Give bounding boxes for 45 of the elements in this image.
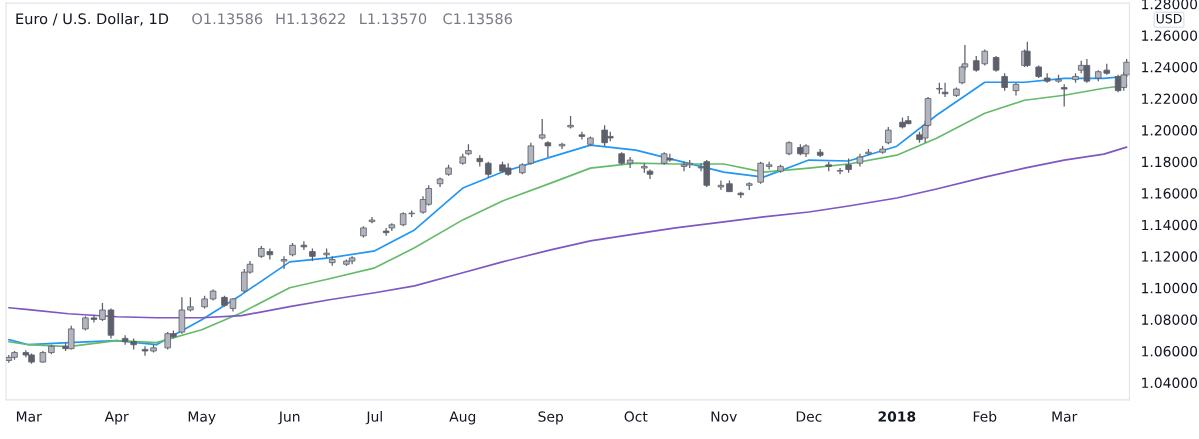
x-tick-label: Apr: [104, 411, 129, 425]
annotation: H1.13622: [276, 13, 345, 25]
x-tick-label: Feb: [973, 411, 997, 422]
candlestick: [300, 240, 308, 251]
candlestick: [527, 142, 535, 166]
x-tick-label: 2018: [878, 411, 916, 422]
y-tick-label: 1.24000: [1142, 61, 1198, 73]
text: Euro / U.S. Dollar, 1D: [16, 12, 169, 26]
candlestick: [178, 296, 186, 335]
y-tick-label: 1.16000: [1142, 188, 1198, 199]
candlestick: [544, 140, 552, 158]
x-tick-label: Sep: [538, 411, 564, 425]
x-tick-label: Jun: [278, 411, 300, 425]
x-tick-label: Aug: [449, 411, 476, 425]
y-tick-label: 1.22000: [1142, 93, 1198, 105]
y-tick-label: 1.08000: [1142, 314, 1198, 325]
candlestick: [538, 118, 546, 141]
x-tick-label: Dec: [796, 411, 822, 422]
y-tick-label: 1.10000: [1142, 282, 1198, 294]
x-tick-label: Nov: [711, 411, 737, 422]
annotation: O1.13586: [192, 13, 263, 25]
candlestick: [958, 64, 966, 85]
line-series: [7, 146, 1128, 319]
x-tick-label: Mar: [16, 411, 42, 422]
candlestick: [141, 345, 149, 357]
candlestick: [280, 255, 288, 270]
x-tick-label: May: [188, 411, 216, 425]
y-tick-label: 1.04000: [1142, 377, 1198, 389]
y-tick-label: 1.14000: [1142, 219, 1198, 231]
annotation: C1.13586: [443, 13, 513, 25]
y-tick-label: 1.18000: [1142, 156, 1198, 168]
text: USD: [1156, 13, 1182, 24]
y-tick-label: 1.26000: [1142, 30, 1198, 41]
y-tick-label: 1.06000: [1142, 345, 1198, 357]
x-tick-label: Oct: [624, 411, 648, 422]
y-tick-label: 1.12000: [1142, 251, 1198, 262]
y-tick-label: 1.20000: [1142, 125, 1198, 136]
x-tick-label: Mar: [1052, 411, 1078, 422]
x-tick-label: Jul: [365, 411, 382, 425]
candlestick: [578, 131, 586, 141]
candlestick: [836, 167, 844, 175]
candlestick: [717, 179, 725, 191]
annotation: L1.13570: [360, 13, 427, 25]
candlestick: [1060, 83, 1068, 108]
candlestick: [757, 161, 764, 185]
